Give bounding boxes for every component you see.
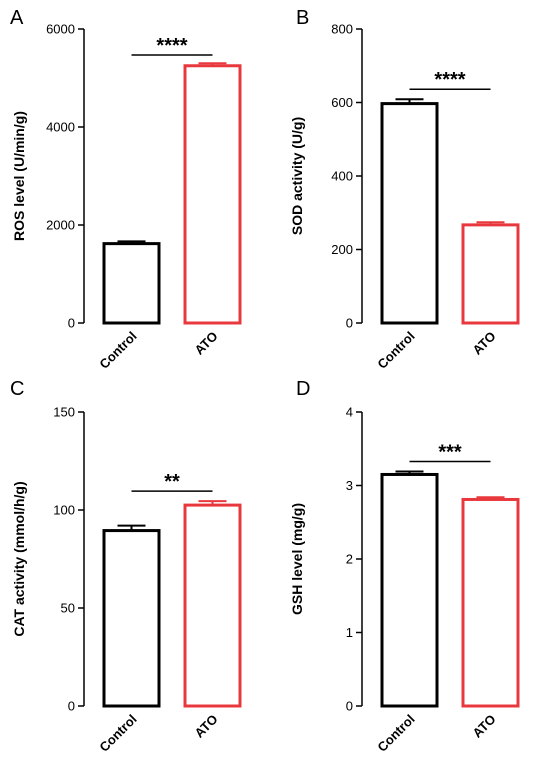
bar-ato <box>183 64 242 325</box>
category-label: Control <box>374 712 417 755</box>
category-label: ATO <box>191 712 220 741</box>
category-label: Control <box>374 329 417 372</box>
panel-a: A 0 2000 4000 6000 ROS level (U/min/g) Control… <box>10 7 242 372</box>
category-label: ATO <box>191 329 220 358</box>
y-tick-label: 2000 <box>46 218 75 233</box>
y-axis-title: GSH level (mg/g) <box>289 503 305 615</box>
y-tick-label: 200 <box>331 242 353 257</box>
category-label: ATO <box>469 712 498 741</box>
y-axis-title: ROS level (U/min/g) <box>11 111 27 241</box>
panel-letter: B <box>296 7 309 29</box>
significance-label: *** <box>438 442 462 464</box>
category-label: ATO <box>469 329 498 358</box>
y-tick-label: 150 <box>53 405 75 420</box>
bar-control <box>380 102 439 325</box>
y-tick-label: 0 <box>68 699 75 714</box>
y-tick-label: 1 <box>346 625 353 640</box>
y-tick-label: 0 <box>346 316 353 331</box>
panel-b: B 0 200 400 600 800 SOD activity (U/g) Control A… <box>289 7 520 372</box>
panel-d: D 0 1 2 3 4 GSH level (mg/g) Control ATO *** <box>289 378 520 755</box>
bar-control <box>380 472 439 708</box>
bar-ato <box>461 497 520 708</box>
y-tick-label: 3 <box>346 478 353 493</box>
panel-letter: D <box>296 378 310 400</box>
bar-ato <box>183 503 242 708</box>
y-tick-label: 400 <box>331 169 353 184</box>
panel-letter: C <box>10 378 24 400</box>
bar-control <box>102 529 161 708</box>
significance-label: **** <box>156 35 187 57</box>
y-tick-label: 100 <box>53 503 75 518</box>
y-axis-title: SOD activity (U/g) <box>289 117 305 235</box>
y-tick-label: 600 <box>331 95 353 110</box>
bar-ato <box>461 223 520 325</box>
y-tick-label: 6000 <box>46 22 75 37</box>
significance-label: ** <box>164 471 180 493</box>
y-tick-label: 0 <box>68 316 75 331</box>
y-tick-label: 4000 <box>46 120 75 135</box>
y-axis-title: CAT activity (mmol/h/g) <box>11 481 27 636</box>
panel-letter: A <box>10 7 24 29</box>
y-tick-label: 0 <box>346 699 353 714</box>
category-label: Control <box>96 329 139 372</box>
category-label: Control <box>96 712 139 755</box>
y-tick-label: 2 <box>346 552 353 567</box>
y-tick-label: 800 <box>331 22 353 37</box>
significance-label: **** <box>434 69 465 91</box>
y-tick-label: 50 <box>61 601 75 616</box>
bar-control <box>102 242 161 325</box>
panel-c: C 0 50 100 150 CAT activity (mmol/h/g) Control… <box>10 378 242 755</box>
y-tick-label: 4 <box>346 405 353 420</box>
